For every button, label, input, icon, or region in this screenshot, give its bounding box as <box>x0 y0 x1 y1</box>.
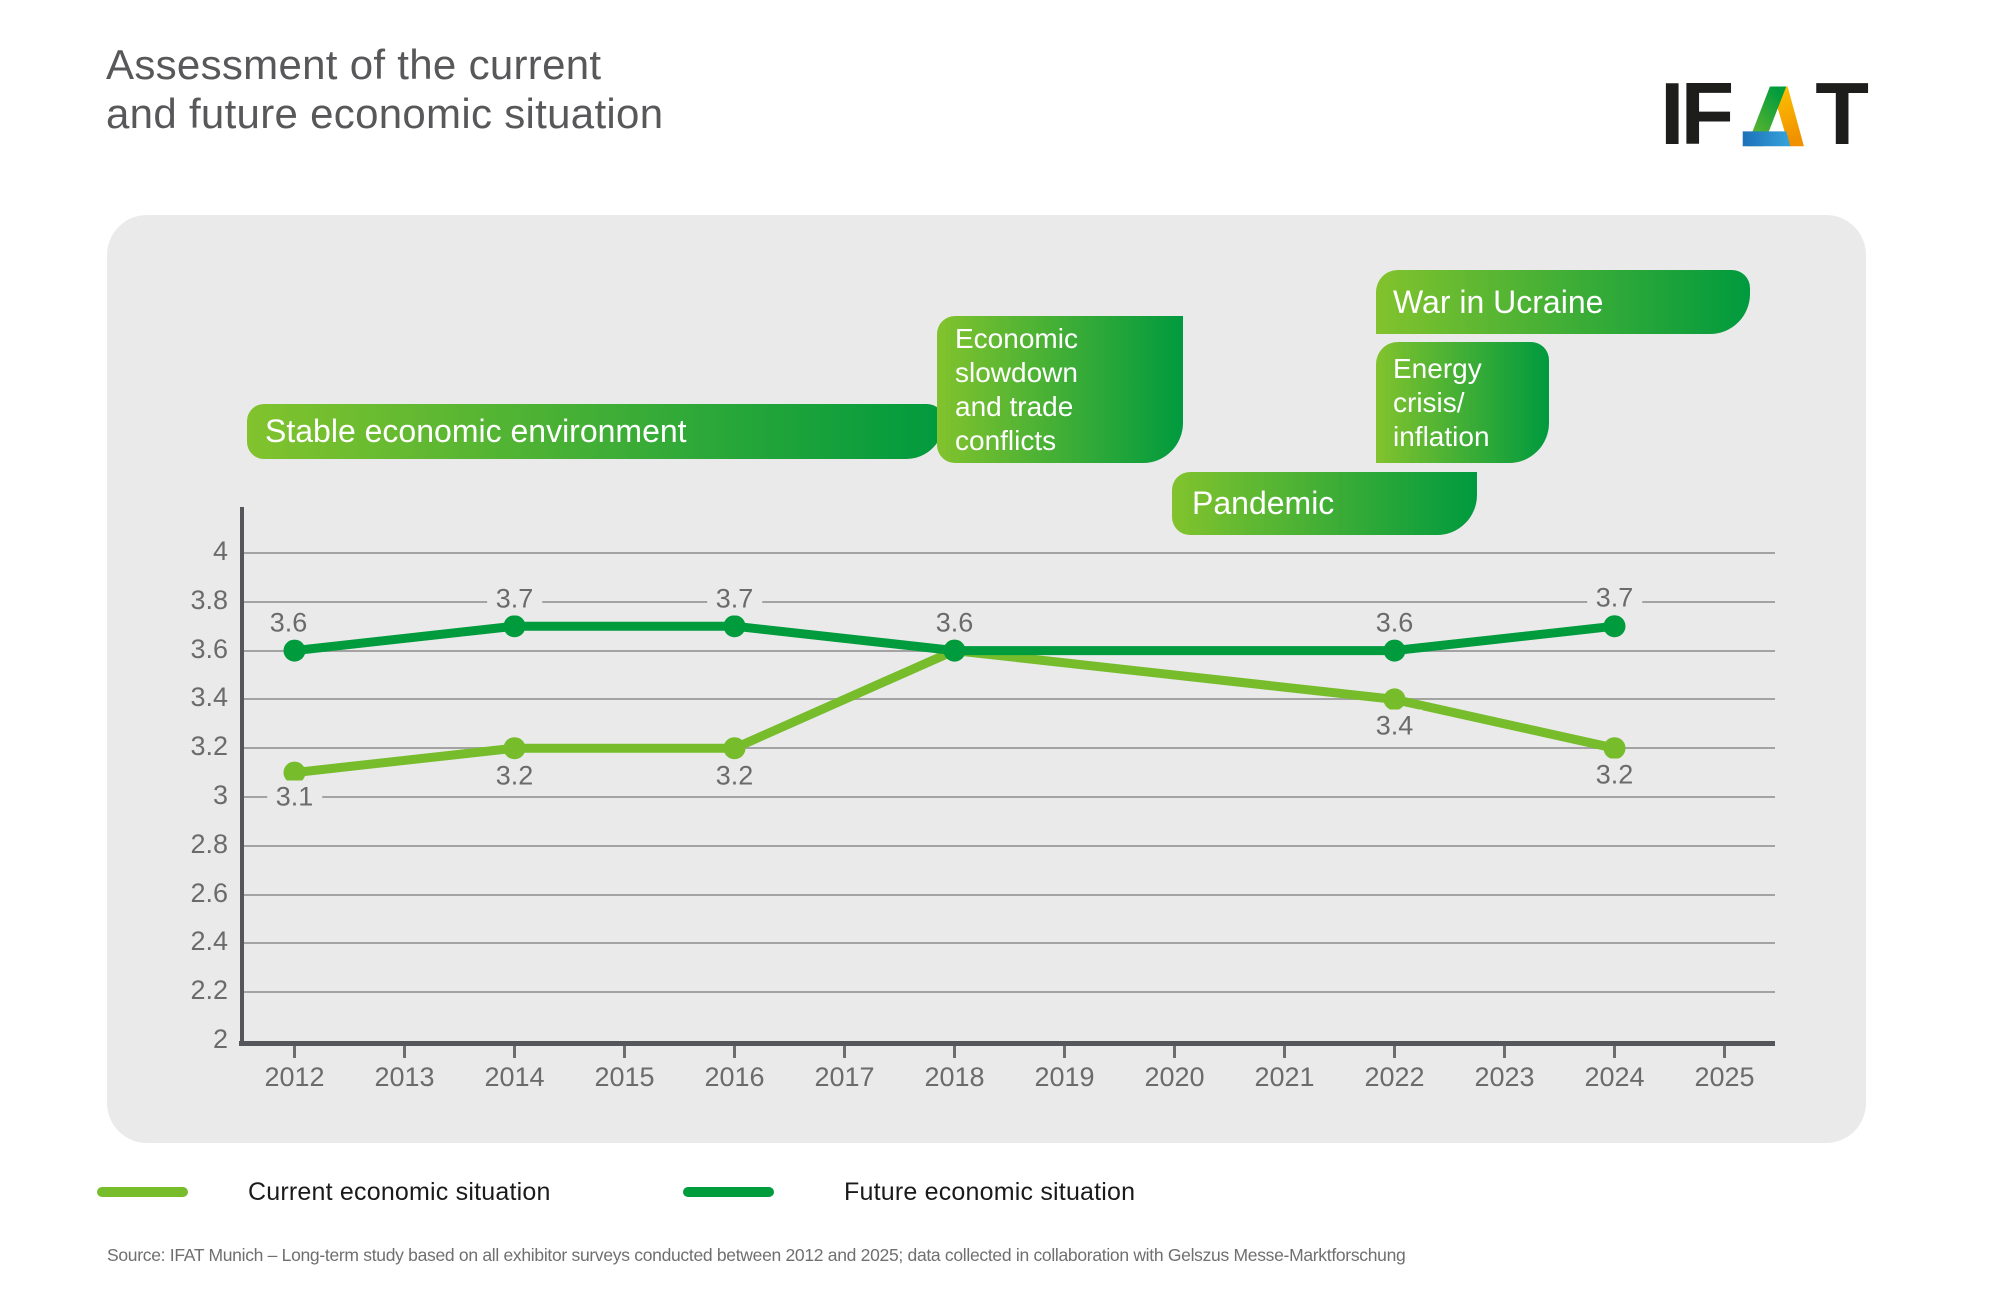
y-tick-label: 2.4 <box>190 926 228 957</box>
y-tick-label: 3.6 <box>190 633 228 664</box>
x-tick-label: 2012 <box>264 1062 325 1092</box>
x-tick-mark <box>1613 1046 1616 1058</box>
x-tick-mark <box>733 1046 736 1058</box>
legend-label-future: Future economic situation <box>844 1177 1136 1206</box>
x-tick-label: 2016 <box>704 1062 765 1092</box>
legend-item-future: Future economic situation <box>683 1177 1135 1207</box>
page-title-line-2: and future economic situation <box>106 90 664 137</box>
x-tick-label: 2014 <box>484 1062 545 1092</box>
x-tick-mark <box>1063 1046 1066 1058</box>
x-tick-label: 2025 <box>1694 1062 1755 1092</box>
gridline <box>242 893 1775 896</box>
ifat-logo-letters-if: IF <box>1660 64 1734 163</box>
logo-triangle-blue-arm <box>1742 131 1791 147</box>
x-tick-mark <box>1723 1046 1726 1058</box>
x-tick-label: 2023 <box>1474 1062 1535 1092</box>
x-tick-label: 2019 <box>1034 1062 1095 1092</box>
annotation-box-stable: Stable economic environment <box>247 404 944 459</box>
point-label-current-2014: 3.2 <box>486 759 543 793</box>
legend-swatch-current <box>97 1187 188 1197</box>
gridline <box>242 600 1775 603</box>
x-tick-mark <box>1283 1046 1286 1058</box>
annotation-box-pandemic: Pandemic <box>1172 472 1477 535</box>
y-tick-label: 2.2 <box>190 975 228 1006</box>
x-tick-mark <box>513 1046 516 1058</box>
y-axis-line <box>240 507 244 1046</box>
source-note: Source: IFAT Munich – Long-term study ba… <box>107 1245 1406 1265</box>
x-tick-mark <box>953 1046 956 1058</box>
point-label-current-2022: 3.4 <box>1366 709 1423 743</box>
legend-swatch-future <box>683 1187 774 1197</box>
gridline <box>242 552 1775 554</box>
y-tick-label: 3.4 <box>190 682 228 713</box>
y-tick-label: 3.8 <box>190 584 228 615</box>
y-tick-label: 3.2 <box>190 731 228 762</box>
point-label-future-2016: 3.7 <box>706 582 763 616</box>
ifat-logo: IF T <box>1660 64 1869 163</box>
point-label-current-2024: 3.2 <box>1586 758 1643 792</box>
x-tick-label: 2022 <box>1364 1062 1425 1092</box>
annotation-box-energy-crisis: Energy crisis/ inflation <box>1376 342 1549 463</box>
x-tick-mark <box>293 1046 296 1058</box>
point-label-future-2014: 3.7 <box>486 582 543 616</box>
gridline <box>242 698 1775 701</box>
x-tick-label: 2021 <box>1254 1062 1315 1092</box>
legend-label-current: Current economic situation <box>248 1177 551 1206</box>
point-label-current-2012: 3.1 <box>266 780 323 814</box>
x-tick-label: 2024 <box>1584 1062 1645 1092</box>
x-axis-line <box>239 1041 1775 1046</box>
gridline <box>242 747 1775 750</box>
x-tick-mark <box>843 1046 846 1058</box>
x-tick-mark <box>623 1046 626 1058</box>
x-tick-label: 2013 <box>374 1062 435 1092</box>
gridline <box>242 942 1775 945</box>
gridline <box>242 844 1775 847</box>
point-label-future-2024: 3.7 <box>1586 581 1643 615</box>
gridline <box>242 796 1775 798</box>
y-tick-label: 2.6 <box>190 877 228 908</box>
annotation-box-economic-slowdown: Economic slowdown and trade conflicts <box>937 316 1183 463</box>
gridline <box>242 991 1775 994</box>
y-tick-label: 2.8 <box>190 828 228 859</box>
y-tick-label: 4 <box>212 536 228 566</box>
gridline <box>242 649 1775 652</box>
x-tick-mark <box>1393 1046 1396 1058</box>
x-tick-mark <box>403 1046 406 1058</box>
ifat-logo-letter-t: T <box>1815 64 1869 163</box>
x-tick-label: 2017 <box>814 1062 875 1092</box>
x-tick-label: 2015 <box>594 1062 655 1092</box>
point-label-future-2022: 3.6 <box>1366 606 1423 640</box>
x-tick-label: 2018 <box>924 1062 985 1092</box>
x-tick-mark <box>1503 1046 1506 1058</box>
point-label-current-2016: 3.2 <box>706 759 763 793</box>
annotation-box-war-ucraine: War in Ucraine <box>1376 270 1750 334</box>
legend-item-current: Current economic situation <box>97 1177 551 1207</box>
x-tick-mark <box>1173 1046 1176 1058</box>
page-title: Assessment of the current and future eco… <box>106 40 663 138</box>
ifat-logo-triangle-icon <box>1742 86 1805 147</box>
page-title-line-1: Assessment of the current <box>106 41 602 88</box>
point-label-future-2012: 3.6 <box>260 606 317 640</box>
x-tick-label: 2020 <box>1144 1062 1205 1092</box>
point-label-future-2018: 3.6 <box>926 606 983 640</box>
y-tick-label: 2 <box>212 1024 228 1054</box>
y-tick-label: 3 <box>212 780 228 810</box>
